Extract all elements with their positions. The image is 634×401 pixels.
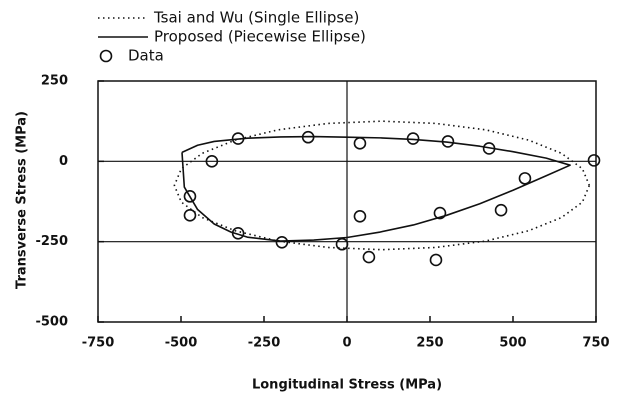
data-point bbox=[335, 237, 349, 251]
data-point bbox=[301, 130, 315, 144]
data-point bbox=[482, 142, 496, 155]
data-point bbox=[406, 132, 420, 145]
x-tick-label: -750 bbox=[82, 336, 115, 351]
y-tick-label: 0 bbox=[59, 154, 68, 169]
data-point bbox=[183, 190, 197, 203]
x-tick-label: -500 bbox=[165, 336, 198, 351]
data-point bbox=[518, 172, 532, 185]
legend-label: Tsai and Wu (Single Ellipse) bbox=[153, 9, 359, 27]
data-point bbox=[587, 154, 601, 167]
data-point bbox=[433, 206, 447, 220]
x-tick-label: 500 bbox=[499, 336, 526, 351]
data-point bbox=[205, 155, 219, 168]
legend-marker bbox=[99, 49, 113, 63]
data-point bbox=[275, 236, 289, 249]
data-point bbox=[494, 203, 508, 217]
curve bbox=[181, 135, 571, 242]
data-point bbox=[353, 137, 367, 150]
data-point bbox=[353, 209, 367, 223]
x-tick-label: -250 bbox=[248, 336, 281, 351]
data-point bbox=[183, 209, 197, 222]
y-tick-label: -250 bbox=[35, 234, 68, 249]
legend-label: Proposed (Piecewise Ellipse) bbox=[154, 28, 366, 46]
data-point bbox=[441, 135, 455, 148]
y-tick-label: -500 bbox=[35, 315, 68, 330]
data-point bbox=[429, 253, 443, 267]
data-point bbox=[231, 132, 245, 145]
curve bbox=[173, 120, 591, 251]
x-tick-label: 750 bbox=[582, 336, 609, 351]
data-point bbox=[231, 227, 245, 240]
data-point bbox=[362, 250, 376, 264]
y-axis-label: Transverse Stress (MPa) bbox=[15, 111, 30, 289]
x-axis-label: Longitudinal Stress (MPa) bbox=[252, 378, 442, 393]
legend-label: Data bbox=[128, 47, 164, 65]
y-tick-label: 250 bbox=[41, 74, 68, 89]
x-tick-label: 250 bbox=[416, 336, 443, 351]
x-tick-label: 0 bbox=[342, 336, 351, 351]
